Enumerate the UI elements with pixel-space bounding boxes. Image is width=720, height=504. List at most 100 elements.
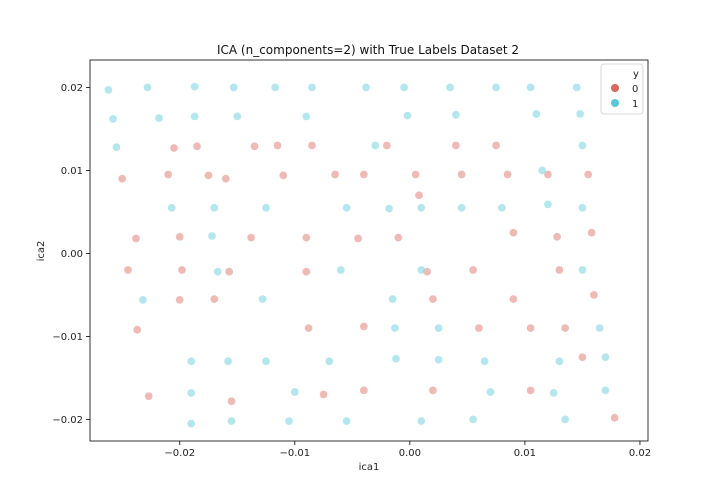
point-class-0 xyxy=(543,170,553,179)
point-class-0 xyxy=(123,265,133,275)
point-class-1 xyxy=(190,112,199,121)
point-class-1 xyxy=(526,83,535,92)
point-class-0 xyxy=(132,325,142,335)
x-axis-label: ica1 xyxy=(359,462,380,473)
chart-title: ICA (n_components=2) with True Labels Da… xyxy=(217,43,519,57)
point-class-1 xyxy=(261,357,271,366)
point-class-1 xyxy=(261,203,271,213)
point-class-1 xyxy=(384,204,394,213)
point-class-0 xyxy=(428,386,438,395)
point-class-1 xyxy=(186,388,196,398)
point-class-1 xyxy=(549,388,558,398)
point-class-0 xyxy=(526,386,535,395)
point-class-0 xyxy=(491,141,501,150)
point-class-1 xyxy=(451,110,461,120)
point-class-0 xyxy=(144,391,153,401)
point-class-0 xyxy=(560,323,570,333)
point-class-1 xyxy=(434,323,443,333)
point-class-0 xyxy=(428,294,438,304)
point-class-0 xyxy=(451,141,461,150)
point-class-0 xyxy=(610,413,619,423)
point-class-0 xyxy=(117,174,127,183)
y-tick-label: 0.01 xyxy=(61,166,83,177)
point-class-1 xyxy=(342,416,351,426)
data-points xyxy=(104,82,619,428)
point-class-0 xyxy=(552,232,562,242)
point-class-0 xyxy=(131,234,141,243)
y-tick-label: 0.02 xyxy=(61,83,83,94)
point-class-0 xyxy=(175,295,184,305)
point-class-0 xyxy=(177,265,187,275)
point-class-1 xyxy=(190,82,199,91)
point-class-0 xyxy=(279,171,288,180)
point-class-1 xyxy=(361,83,371,92)
point-class-1 xyxy=(575,109,585,119)
point-class-1 xyxy=(290,387,300,397)
point-class-1 xyxy=(207,231,217,241)
point-class-0 xyxy=(204,171,213,180)
point-class-1 xyxy=(457,203,466,213)
point-class-1 xyxy=(417,416,426,426)
x-tick-label: 0.02 xyxy=(629,448,651,459)
point-class-0 xyxy=(474,323,484,333)
point-class-1 xyxy=(403,111,412,120)
legend-marker-0 xyxy=(611,84,619,92)
point-class-1 xyxy=(532,109,541,119)
point-class-1 xyxy=(104,85,113,95)
point-class-1 xyxy=(399,83,409,92)
point-class-1 xyxy=(595,323,604,333)
point-class-0 xyxy=(192,142,202,151)
legend-label-1: 1 xyxy=(632,99,638,110)
point-class-1 xyxy=(227,416,236,426)
point-class-0 xyxy=(302,233,311,242)
point-class-1 xyxy=(270,83,280,92)
point-class-1 xyxy=(601,386,610,395)
legend-label-0: 0 xyxy=(632,84,638,95)
point-class-1 xyxy=(213,267,222,276)
point-class-0 xyxy=(468,265,478,275)
point-class-0 xyxy=(246,233,256,242)
point-class-1 xyxy=(112,142,121,152)
point-class-1 xyxy=(229,83,239,92)
point-class-0 xyxy=(583,170,593,179)
y-tick-label: 0.00 xyxy=(61,249,83,260)
x-tick-label: 0.01 xyxy=(514,448,536,459)
y-tick-label: −0.02 xyxy=(52,415,83,426)
point-class-1 xyxy=(468,415,478,424)
point-class-1 xyxy=(601,352,610,362)
point-class-1 xyxy=(233,112,242,121)
point-class-1 xyxy=(307,83,317,92)
point-class-1 xyxy=(336,265,346,275)
point-class-0 xyxy=(382,141,392,150)
point-class-0 xyxy=(526,323,535,333)
point-class-0 xyxy=(414,191,424,200)
point-class-1 xyxy=(417,203,426,213)
point-class-1 xyxy=(491,83,501,92)
point-class-0 xyxy=(359,386,369,395)
point-class-0 xyxy=(227,396,236,406)
point-class-0 xyxy=(457,170,466,179)
point-class-1 xyxy=(537,166,547,175)
y-axis-ticks: −0.02 −0.01 0.00 0.01 0.02 xyxy=(52,83,90,426)
point-class-0 xyxy=(319,390,328,399)
point-class-1 xyxy=(417,265,426,275)
point-class-0 xyxy=(307,141,317,150)
point-class-1 xyxy=(342,203,351,213)
point-class-1 xyxy=(302,112,311,121)
x-axis-ticks: −0.02 −0.01 0.00 0.01 0.02 xyxy=(164,441,651,459)
point-class-0 xyxy=(359,322,369,331)
point-class-1 xyxy=(391,354,401,364)
point-class-1 xyxy=(555,357,564,366)
point-class-1 xyxy=(167,203,176,213)
point-class-1 xyxy=(543,200,553,209)
point-class-0 xyxy=(509,294,518,304)
point-class-1 xyxy=(445,83,455,92)
point-class-1 xyxy=(186,419,196,428)
y-axis-label: ica2 xyxy=(36,241,47,262)
point-class-0 xyxy=(210,294,219,304)
point-class-0 xyxy=(163,170,173,179)
point-class-0 xyxy=(578,352,587,362)
point-class-0 xyxy=(330,170,340,179)
point-class-1 xyxy=(143,83,152,92)
